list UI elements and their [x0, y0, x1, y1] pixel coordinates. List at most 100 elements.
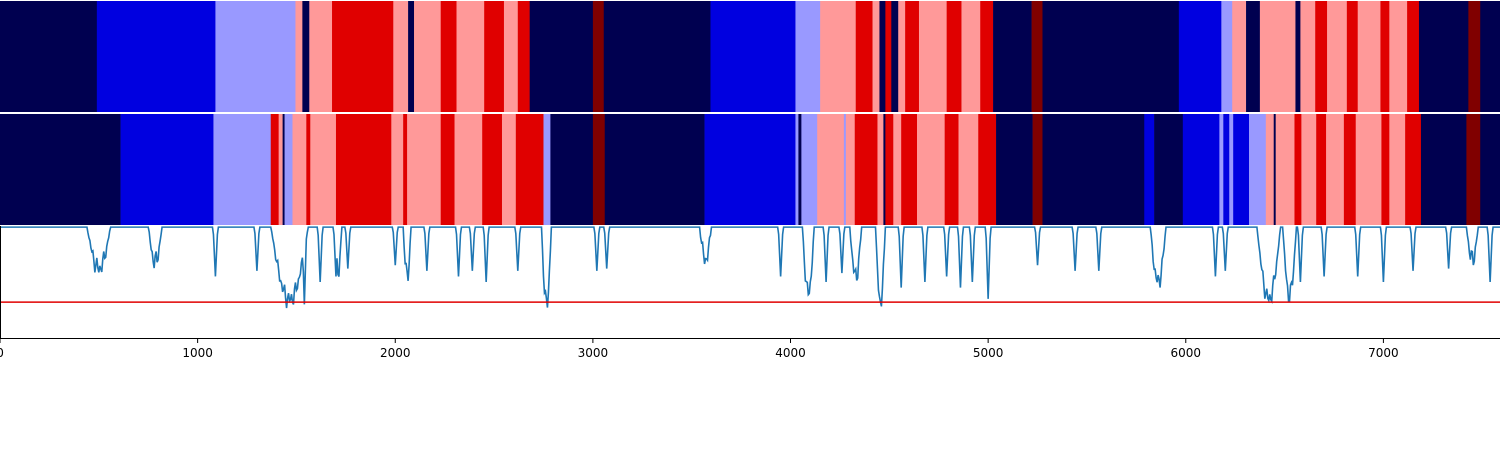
segment-0-44: [1346, 1, 1359, 112]
segment-1-29: [845, 114, 856, 225]
segment-0-26: [898, 1, 906, 112]
segment-1-46: [1219, 114, 1224, 225]
segment-1-64: [1466, 114, 1481, 225]
segment-0-23: [879, 1, 886, 112]
segment-0-6: [332, 1, 394, 112]
segment-1-14: [440, 114, 455, 225]
segment-1-55: [1301, 114, 1317, 225]
segment-1-0: [0, 114, 121, 225]
segment-1-50: [1249, 114, 1267, 225]
segment-0-5: [309, 1, 333, 112]
segment-1-52: [1273, 114, 1276, 225]
segment-0-24: [885, 1, 892, 112]
x-tick-label-0: 0: [0, 346, 4, 360]
segment-0-16: [592, 1, 605, 112]
segment-1-59: [1355, 114, 1382, 225]
x-tick-label-3: 3000: [578, 346, 609, 360]
segment-0-29: [946, 1, 962, 112]
segment-1-42: [1042, 114, 1145, 225]
segment-1-31: [877, 114, 884, 225]
segment-0-47: [1389, 1, 1408, 112]
segment-1-61: [1389, 114, 1406, 225]
segment-0-40: [1295, 1, 1301, 112]
x-tick-label-1: 1000: [182, 346, 213, 360]
segment-1-15: [454, 114, 483, 225]
segment-1-45: [1182, 114, 1220, 225]
segment-1-43: [1144, 114, 1155, 225]
segment-0-10: [440, 1, 457, 112]
segment-1-44: [1154, 114, 1184, 225]
segment-1-23: [704, 114, 796, 225]
segment-0-32: [993, 1, 1032, 112]
segment-1-17: [501, 114, 517, 225]
segment-0-9: [414, 1, 442, 112]
segment-0-41: [1300, 1, 1316, 112]
segment-1-35: [901, 114, 918, 225]
segment-1-5: [282, 114, 285, 225]
segment-0-0: [0, 1, 98, 112]
segment-1-28: [843, 114, 847, 225]
segment-0-4: [302, 1, 310, 112]
x-tick-label-2: 2000: [380, 346, 411, 360]
segment-1-25: [798, 114, 802, 225]
segment-1-11: [391, 114, 404, 225]
segment-1-53: [1275, 114, 1295, 225]
segment-1-47: [1223, 114, 1230, 225]
segment-1-32: [883, 114, 886, 225]
segment-0-25: [891, 1, 899, 112]
segment-0-43: [1327, 1, 1348, 112]
segment-1-30: [854, 114, 878, 225]
x-tick-label-7: 7000: [1368, 346, 1399, 360]
segment-1-54: [1294, 114, 1302, 225]
x-tick-label-5: 5000: [973, 346, 1004, 360]
segment-0-21: [855, 1, 873, 112]
segment-0-33: [1031, 1, 1043, 112]
segment-0-8: [408, 1, 415, 112]
segment-1-41: [1032, 114, 1043, 225]
segment-0-30: [961, 1, 981, 112]
segment-1-6: [284, 114, 293, 225]
segment-1-40: [996, 114, 1033, 225]
segment-1-39: [978, 114, 997, 225]
segment-1-60: [1381, 114, 1390, 225]
segment-0-11: [456, 1, 485, 112]
line-panel-background: [0, 226, 1500, 338]
segment-0-22: [872, 1, 880, 112]
segment-0-1: [96, 1, 216, 112]
segment-0-35: [1178, 1, 1222, 112]
segment-1-34: [893, 114, 902, 225]
segmentation-panel-bottom: [0, 112, 1500, 225]
segment-1-33: [885, 114, 894, 225]
segment-0-34: [1042, 1, 1180, 112]
segment-0-20: [820, 1, 857, 112]
segment-1-3: [270, 114, 279, 225]
segment-0-14: [517, 1, 530, 112]
line-panel: [0, 226, 1500, 339]
segment-0-37: [1232, 1, 1247, 112]
segment-1-16: [482, 114, 503, 225]
segment-1-21: [592, 114, 606, 225]
segment-1-8: [306, 114, 311, 225]
segment-1-37: [944, 114, 959, 225]
segment-0-49: [1418, 1, 1469, 112]
segment-0-31: [980, 1, 994, 112]
segment-0-12: [484, 1, 505, 112]
segment-1-10: [335, 114, 392, 225]
segment-0-39: [1259, 1, 1296, 112]
segment-0-36: [1221, 1, 1233, 112]
segment-1-26: [801, 114, 818, 225]
segment-1-65: [1480, 114, 1500, 225]
segment-0-17: [603, 1, 711, 112]
series-line: [0, 226, 1500, 309]
x-axis: 0 1000 2000 3000 4000 5000 6000 7000: [0, 339, 1399, 360]
segment-1-24: [795, 114, 799, 225]
segment-1-51: [1265, 114, 1275, 225]
segment-0-13: [503, 1, 519, 112]
panel-separator: [0, 112, 1500, 114]
segment-0-51: [1480, 1, 1500, 112]
segment-1-58: [1343, 114, 1357, 225]
segment-0-50: [1468, 1, 1481, 112]
x-tick-label-4: 4000: [775, 346, 806, 360]
